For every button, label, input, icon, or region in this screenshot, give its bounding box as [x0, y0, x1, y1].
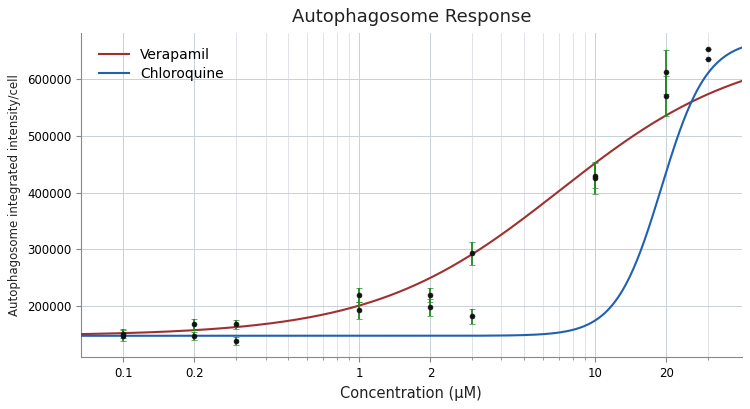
Line: Chloroquine: Chloroquine — [53, 45, 748, 336]
Chloroquine — [647, 215, 656, 220]
Chloroquine — [452, 333, 461, 338]
Verapamil — [576, 172, 585, 177]
Verapamil — [744, 76, 750, 81]
Verapamil — [452, 261, 461, 266]
Verapamil — [647, 121, 656, 126]
Chloroquine — [744, 43, 750, 48]
Chloroquine — [471, 333, 480, 338]
Line: Verapamil: Verapamil — [53, 79, 748, 335]
Chloroquine — [491, 333, 500, 338]
Verapamil — [491, 236, 500, 241]
Verapamil — [471, 250, 480, 255]
X-axis label: Concentration (μM): Concentration (μM) — [340, 386, 482, 401]
Legend: Verapamil, Chloroquine: Verapamil, Chloroquine — [94, 44, 228, 85]
Y-axis label: Autophagosome integrated intensity/cell: Autophagosome integrated intensity/cell — [8, 74, 21, 316]
Chloroquine — [48, 333, 57, 338]
Title: Autophagosome Response: Autophagosome Response — [292, 8, 531, 26]
Verapamil — [91, 331, 100, 336]
Chloroquine — [91, 333, 100, 338]
Verapamil — [48, 332, 57, 337]
Chloroquine — [576, 325, 585, 330]
